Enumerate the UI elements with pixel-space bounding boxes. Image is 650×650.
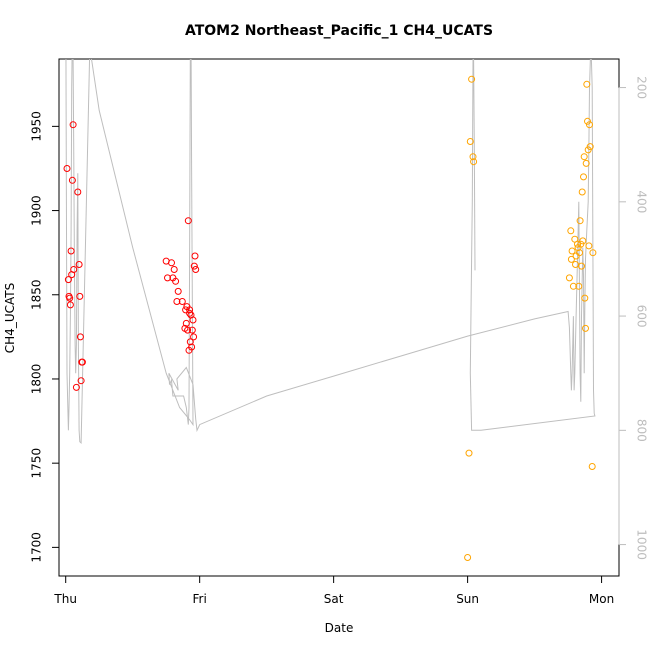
data-point (76, 333, 84, 341)
data-point (188, 326, 196, 334)
data-point (172, 277, 180, 285)
x-tick-label: Fri (193, 592, 207, 606)
x-tick-label: Mon (589, 592, 614, 606)
data-point (72, 383, 80, 391)
data-point (182, 306, 190, 314)
data-point (74, 188, 82, 196)
y-tick-label: 1950 (30, 111, 44, 142)
x-axis: Thu Fri Sat Sun Mon (53, 575, 614, 606)
data-point (70, 266, 78, 273)
pressure-layer (65, 59, 596, 444)
data-point (582, 324, 589, 332)
x-axis-label: Date (325, 621, 354, 635)
y2-tick-label: 800 (635, 419, 649, 442)
chart-title: ATOM2 Northeast_Pacific_1 CH4_UCATS (185, 23, 493, 39)
y-tick-label: 1900 (30, 195, 44, 226)
data-point (186, 338, 194, 346)
data-point (580, 153, 588, 161)
data-point (192, 266, 200, 273)
x-tick-label: Sat (324, 592, 344, 606)
data-point (574, 240, 581, 248)
data-point (66, 294, 74, 302)
data-point (186, 306, 194, 314)
x-tick-label: Thu (53, 592, 77, 606)
x-tick-label: Sun (456, 592, 479, 606)
data-point (469, 153, 477, 161)
data-point (466, 138, 474, 145)
data-point (164, 274, 171, 282)
data-point (578, 262, 585, 270)
data-point (66, 301, 74, 309)
data-point (581, 294, 589, 302)
data-point (67, 247, 75, 255)
y2-tick-label: 600 (635, 305, 649, 328)
y-axis-label: CH4_UCATS (3, 283, 17, 353)
y2-axis: 200 400 600 800 1000 (618, 76, 649, 560)
data-point (184, 217, 192, 225)
data-point (69, 121, 77, 129)
data-point (567, 255, 575, 263)
data-point (572, 252, 580, 260)
data-point (589, 249, 597, 257)
data-point (468, 75, 476, 83)
data-point (576, 249, 583, 257)
data-point (186, 309, 194, 317)
data-point (567, 227, 575, 235)
data-point (178, 298, 186, 305)
data-point (569, 282, 577, 290)
y2-tick-label: 400 (635, 190, 649, 213)
data-point (68, 176, 76, 184)
points-layer (63, 75, 597, 561)
data-point (75, 261, 83, 268)
data-point (191, 252, 199, 260)
data-point (585, 242, 593, 250)
data-point (63, 165, 71, 172)
data-point (470, 158, 478, 166)
data-point (188, 343, 196, 351)
data-point (184, 326, 192, 334)
data-point (465, 449, 473, 457)
plot-frame (58, 58, 620, 577)
data-point (578, 188, 586, 196)
data-point (189, 316, 197, 324)
data-point (190, 333, 198, 341)
y2-tick-label: 200 (635, 76, 649, 99)
data-point (575, 282, 583, 290)
pressure-line (65, 59, 596, 444)
data-point (586, 121, 593, 129)
data-point (76, 292, 84, 300)
data-point (64, 276, 72, 284)
data-point (588, 463, 596, 470)
data-point (464, 554, 472, 561)
data-point (170, 266, 178, 273)
y-tick-label: 1850 (30, 279, 44, 310)
data-point (584, 117, 591, 125)
data-point (182, 319, 190, 327)
data-point (168, 259, 175, 267)
data-point (586, 143, 594, 151)
data-point (173, 298, 181, 305)
data-point (580, 173, 587, 181)
data-point (565, 274, 573, 282)
data-point (576, 217, 584, 225)
y-tick-label: 1700 (30, 532, 44, 563)
data-point (78, 358, 86, 366)
data-point (77, 377, 85, 385)
data-point (583, 80, 591, 88)
y-tick-label: 1750 (30, 448, 44, 479)
data-point (579, 237, 587, 245)
y-tick-label: 1800 (30, 364, 44, 395)
data-point (190, 262, 198, 270)
data-point (582, 159, 590, 167)
data-point (568, 247, 576, 255)
y2-tick-label: 1000 (635, 529, 649, 560)
data-point (174, 287, 182, 295)
y-axis: 1700 1750 1800 1850 1900 1950 (30, 111, 60, 563)
